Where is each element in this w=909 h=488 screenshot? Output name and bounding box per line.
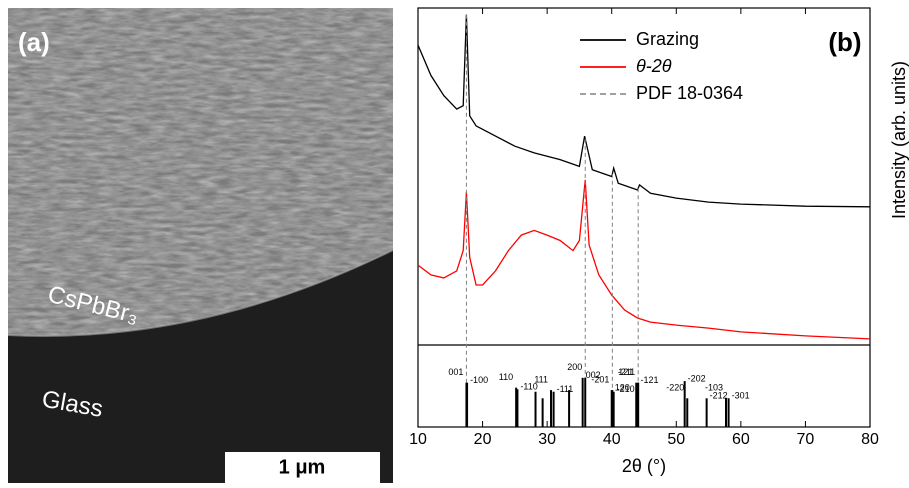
y-axis-label: Intensity (arb. units) — [889, 61, 909, 219]
data-line — [417, 14, 871, 208]
x-tick-label: 20 — [474, 431, 492, 448]
x-tick-label: 60 — [732, 431, 750, 448]
stick-label: -212 — [710, 391, 728, 401]
stick-label: -121 — [641, 375, 659, 385]
legend-label: PDF 18-0364 — [636, 83, 743, 103]
legend-label: Grazing — [636, 29, 699, 49]
stick-label: -211 — [618, 367, 635, 377]
stick-label: -220 — [666, 383, 684, 393]
stick-label: 120 — [615, 382, 630, 392]
x-tick-label: 30 — [538, 431, 556, 448]
sem-image — [8, 8, 393, 483]
x-tick-label: 40 — [603, 431, 621, 448]
stick-label: -111 — [557, 384, 574, 394]
stick-label: 110 — [499, 372, 513, 382]
panel-label: (b) — [828, 27, 861, 57]
panel-label: (a) — [18, 27, 50, 57]
x-axis-label: 2θ (°) — [622, 456, 666, 476]
stick-label: 121 — [618, 367, 633, 377]
stick-label: -103 — [705, 383, 723, 393]
x-tick-label: 10 — [409, 431, 427, 448]
stick-label: -210 — [617, 384, 635, 394]
plot-frame — [417, 7, 871, 428]
stick-label: -110 — [520, 382, 537, 392]
x-tick-label: 80 — [861, 431, 879, 448]
stick-label: 002 — [586, 370, 601, 380]
stick-label: -100 — [470, 375, 488, 385]
legend-label: θ-2θ — [636, 56, 672, 76]
stick-label: -301 — [732, 391, 750, 401]
data-line — [417, 179, 871, 340]
scale-bar-label: 1 μm — [279, 456, 326, 478]
stick-label: -202 — [688, 373, 706, 383]
stick-label: 001 — [448, 367, 463, 377]
x-tick-label: 70 — [797, 431, 815, 448]
stick-label: -201 — [591, 374, 609, 384]
x-tick-label: 50 — [667, 431, 685, 448]
stick-label: 111 — [534, 374, 548, 384]
stick-label: 200 — [567, 362, 582, 372]
